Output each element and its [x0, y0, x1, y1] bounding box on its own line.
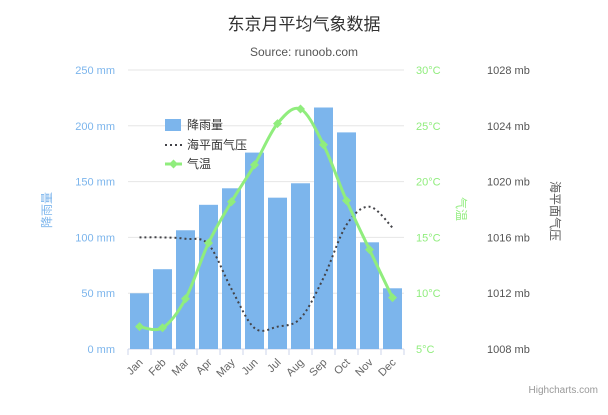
- temperature-marker-Sep[interactable]: [319, 140, 328, 150]
- column-May[interactable]: [222, 188, 241, 349]
- legend-column-swatch: [165, 119, 181, 131]
- rainfall-axis-label: 250 mm: [75, 65, 115, 77]
- x-axis-label-Mar: Mar: [170, 356, 192, 378]
- column-Dec[interactable]: [383, 288, 402, 349]
- temperature-marker-Feb[interactable]: [158, 323, 167, 333]
- pressure-axis-label: 1028 mb: [487, 65, 530, 77]
- legend-diamond-icon: [169, 159, 178, 169]
- temperature-marker-Mar[interactable]: [181, 294, 190, 304]
- rainfall-axis-label: 200 mm: [75, 121, 115, 133]
- temperature-axis-label: 30°C: [416, 65, 441, 77]
- column-Jan[interactable]: [130, 293, 149, 349]
- rainfall-axis-title: 降雨量: [40, 192, 54, 228]
- temperature-marker-Jul[interactable]: [273, 119, 282, 129]
- legend-item-气温[interactable]: 气温: [165, 156, 211, 171]
- x-axis-label-Apr: Apr: [194, 356, 215, 377]
- temperature-marker-May[interactable]: [227, 197, 236, 207]
- column-Apr[interactable]: [199, 204, 218, 349]
- legend-item-降雨量[interactable]: 降雨量: [165, 118, 223, 132]
- temperature-marker-Jun[interactable]: [250, 160, 259, 170]
- temperature-axis-label: 20°C: [416, 177, 441, 189]
- column-Oct[interactable]: [337, 132, 356, 349]
- x-axis-label-Dec: Dec: [376, 356, 399, 379]
- x-axis-label-May: May: [214, 356, 238, 380]
- pressure-axis-title: 海平面气压: [548, 181, 563, 241]
- column-Jun[interactable]: [245, 152, 264, 349]
- temperature-axis-title: 气温: [454, 197, 469, 221]
- temperature-marker-Oct[interactable]: [342, 196, 351, 206]
- legend-item-海平面气压[interactable]: 海平面气压: [165, 137, 247, 152]
- legend-label: 气温: [187, 156, 211, 171]
- temperature-axis-label: 5°C: [416, 344, 435, 356]
- rainfall-axis-label: 100 mm: [75, 232, 115, 244]
- highcharts-credit-link[interactable]: Highcharts.com: [528, 385, 598, 396]
- temperature-axis-label: 10°C: [416, 288, 441, 300]
- x-axis-label-Jul: Jul: [265, 357, 283, 375]
- column-Nov[interactable]: [360, 242, 379, 349]
- temperature-marker-Jan[interactable]: [135, 322, 144, 332]
- x-axis-label-Jan: Jan: [125, 357, 146, 378]
- pressure-axis-label: 1012 mb: [487, 288, 530, 300]
- rainfall-axis-label: 50 mm: [81, 288, 115, 300]
- x-axis-label-Nov: Nov: [353, 356, 376, 379]
- legend-label: 降雨量: [187, 118, 223, 132]
- x-axis-label-Feb: Feb: [147, 357, 169, 379]
- temperature-marker-Dec[interactable]: [388, 293, 397, 303]
- pressure-axis-label: 1016 mb: [487, 232, 530, 244]
- column-Mar[interactable]: [176, 230, 195, 349]
- column-Jul[interactable]: [268, 197, 287, 349]
- temperature-marker-Apr[interactable]: [204, 238, 213, 248]
- temperature-line[interactable]: [138, 106, 394, 332]
- column-Aug[interactable]: [291, 183, 310, 349]
- x-axis-label-Oct: Oct: [332, 357, 353, 378]
- temperature-axis-label: 25°C: [416, 121, 441, 133]
- x-axis-label-Jun: Jun: [240, 357, 261, 378]
- column-Feb[interactable]: [153, 269, 172, 349]
- x-axis-label-Aug: Aug: [284, 357, 306, 379]
- temperature-axis-label: 15°C: [416, 232, 441, 244]
- pressure-axis-label: 1008 mb: [487, 344, 530, 356]
- temperature-marker-Aug[interactable]: [296, 104, 305, 114]
- rainfall-axis-label: 150 mm: [75, 177, 115, 189]
- legend-label: 海平面气压: [187, 137, 247, 152]
- pressure-axis-label: 1020 mb: [487, 177, 530, 189]
- chart-title: 东京月平均气象数据: [227, 15, 381, 34]
- pressure-axis-label: 1024 mb: [487, 121, 530, 133]
- rainfall-axis-label: 0 mm: [88, 344, 116, 356]
- temperature-marker-Nov[interactable]: [365, 245, 374, 255]
- chart-subtitle: Source: runoob.com: [249, 45, 359, 59]
- x-axis-label-Sep: Sep: [307, 357, 329, 379]
